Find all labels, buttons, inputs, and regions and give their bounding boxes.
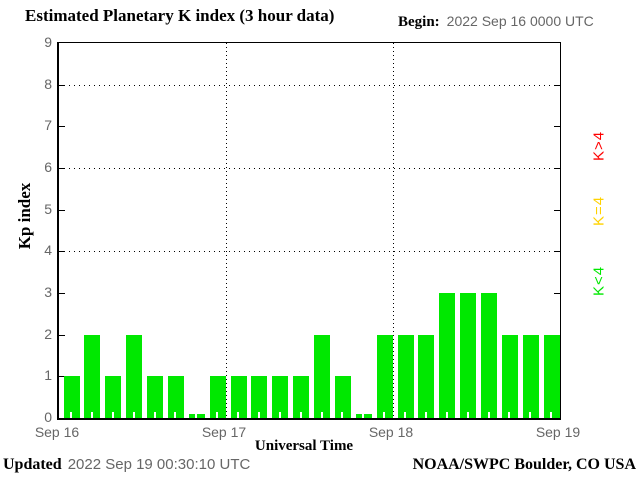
y-tick-label: 2 [44,325,52,342]
kp-bar [460,293,477,418]
y-tick-right [554,209,560,211]
y-tick-left [59,334,65,336]
x-minor-tick [424,412,427,418]
chart-title: Estimated Planetary K index (3 hour data… [25,6,335,25]
x-axis-title: Universal Time [254,438,354,454]
kp-bar [543,334,560,418]
kp-bar [84,334,101,418]
y-tick-label: 5 [44,200,52,217]
y-tick-left [59,209,65,211]
gridline-y-8 [59,84,560,86]
legend-label-k-lt-4: K<4 [590,265,608,297]
x-minor-tick [70,412,72,418]
kp-bar [314,334,330,418]
x-minor-tick [508,412,511,418]
x-day-label: Sep 16 [34,424,80,440]
x-minor-tick [174,412,177,418]
x-minor-tick [466,412,469,418]
kp-bar [272,376,289,418]
kp-bar [251,376,268,418]
updated-row: Updated 2022 Sep 19 00:30:10 UTC [3,456,250,474]
y-tick-label: 7 [44,117,52,134]
y-tick-right [554,126,560,128]
x-minor-tick [132,412,135,418]
x-minor-tick [341,412,344,418]
legend-label-k-eq-4: K=4 [590,195,608,227]
y-tick-label: 9 [44,34,52,50]
x-day-label: Sep 17 [201,424,247,440]
y-tick-label: 1 [44,367,52,384]
y-tick-left [59,126,65,128]
y-tick-left [59,168,65,169]
updated-label: Updated [3,456,62,473]
kp-bar [105,376,122,418]
kp-bar [334,376,351,418]
x-minor-tick [299,412,302,418]
x-minor-tick [550,412,553,418]
y-tick-label: 8 [44,75,52,92]
kp-bar [63,376,80,418]
updated-value: 2022 Sep 19 00:30:10 UTC [67,456,251,473]
kp-bar [147,376,163,418]
begin-row: Begin: 2022 Sep 16 0000 UTC [398,13,594,31]
kp-bar [481,293,497,418]
x-day-label: Sep 18 [368,424,414,440]
plot-area [57,42,561,420]
gridline-y-4 [59,251,560,253]
kp-bar [418,334,435,418]
x-minor-tick [90,412,93,418]
gridline-day-boundary [393,43,394,418]
y-tick-label: 6 [44,159,52,175]
gridline-y-6 [59,168,560,169]
kp-bar [293,376,310,418]
kp-bar [439,293,456,418]
kp-bar [397,334,414,418]
x-minor-tick [362,412,365,418]
kp-bar [522,334,539,418]
kp-bar [230,376,247,418]
x-minor-tick [111,412,114,418]
legend-label-k-gt-4: K>4 [590,130,608,162]
kp-bar [126,334,143,418]
y-tick-right [554,293,560,294]
x-minor-tick [320,412,323,418]
kp-bar [501,334,518,418]
x-minor-tick [195,412,198,418]
y-tick-left [59,84,65,86]
gridline-day-boundary [226,43,227,418]
y-tick-label: 3 [44,284,52,300]
x-minor-tick [216,412,219,418]
x-minor-tick [257,412,260,418]
kp-bar [209,376,226,418]
x-minor-tick [445,412,448,418]
x-minor-tick [153,412,156,418]
y-tick-right [554,84,560,86]
y-tick-right [554,168,560,169]
x-minor-tick [404,412,406,418]
x-minor-tick [383,412,386,418]
y-tick-left [59,251,65,253]
begin-value: 2022 Sep 16 0000 UTC [446,13,594,29]
kp-bar [167,376,184,418]
y-tick-left [59,293,65,294]
x-minor-tick [237,412,239,418]
y-tick-right [554,251,560,253]
x-minor-tick [529,412,532,418]
credit-text: NOAA/SWPC Boulder, CO USA [412,456,636,473]
y-tick-label: 4 [44,242,52,259]
y-tick-left [59,376,65,378]
y-tick-label: 0 [44,409,52,425]
x-minor-tick [487,412,490,418]
x-minor-tick [278,412,281,418]
begin-label: Begin: [398,14,440,30]
x-day-label: Sep 19 [535,424,581,440]
kp-bar [376,334,393,418]
